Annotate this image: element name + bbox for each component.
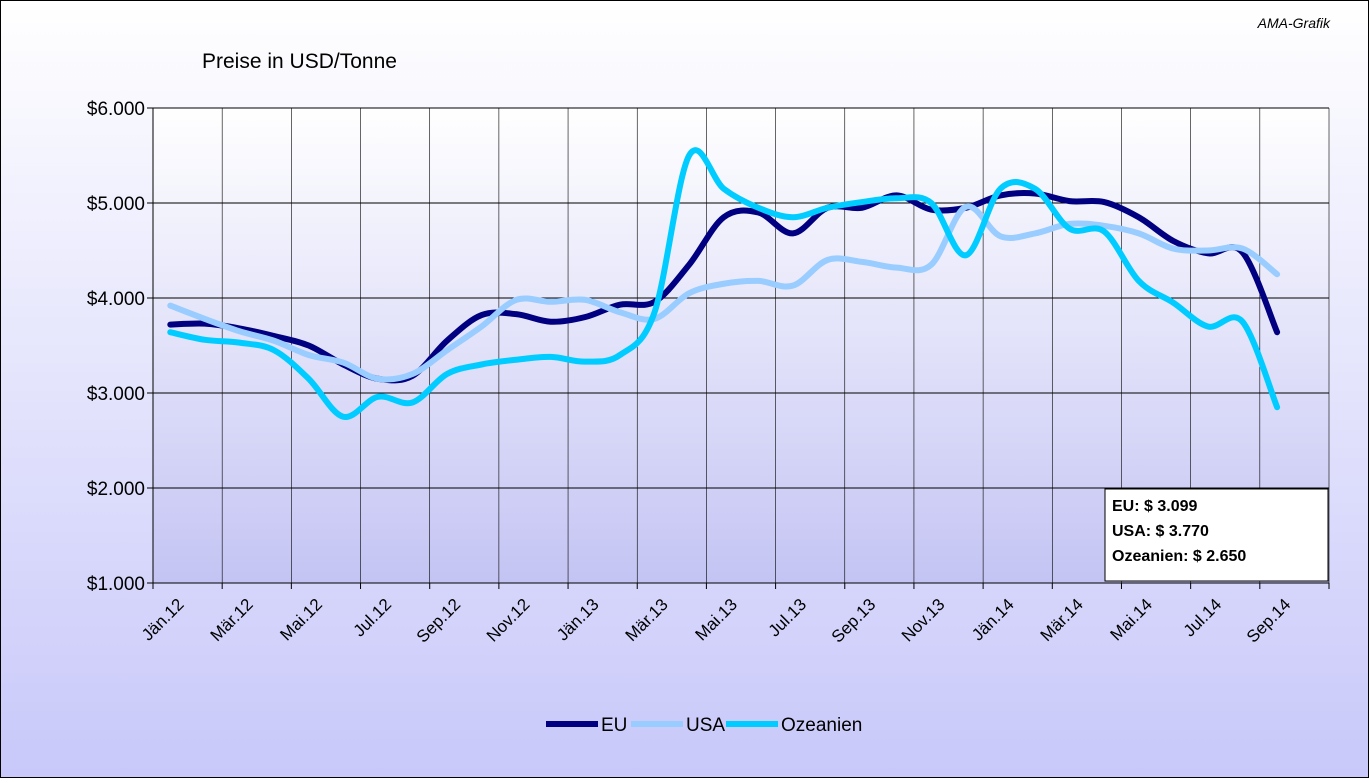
annotation: EU: $ 3.099	[1112, 498, 1197, 515]
annotation: Ozeanien: $ 2.650	[1112, 548, 1246, 565]
y-tick-label: $2.000	[87, 479, 145, 500]
legend-label: Ozeanien	[781, 715, 862, 736]
y-tick-label: $1.000	[87, 574, 145, 595]
y-tick-label: $3.000	[87, 384, 145, 405]
legend-label: EU	[601, 715, 627, 736]
y-tick-label: $5.000	[87, 194, 145, 215]
series-line	[167, 147, 1281, 420]
lines	[167, 147, 1281, 420]
source: AMA-Grafik	[1257, 15, 1331, 31]
annotation-box	[1104, 488, 1329, 582]
series-line	[167, 203, 1281, 383]
legend-label: USA	[686, 715, 725, 736]
y-tick-label: $4.000	[87, 289, 145, 310]
annotation: USA: $ 3.770	[1112, 523, 1209, 540]
chart-title: Preise in USD/Tonne	[202, 50, 397, 73]
y-tick-label: $6.000	[87, 99, 145, 120]
legend: EU USA Ozeanien	[546, 715, 862, 736]
